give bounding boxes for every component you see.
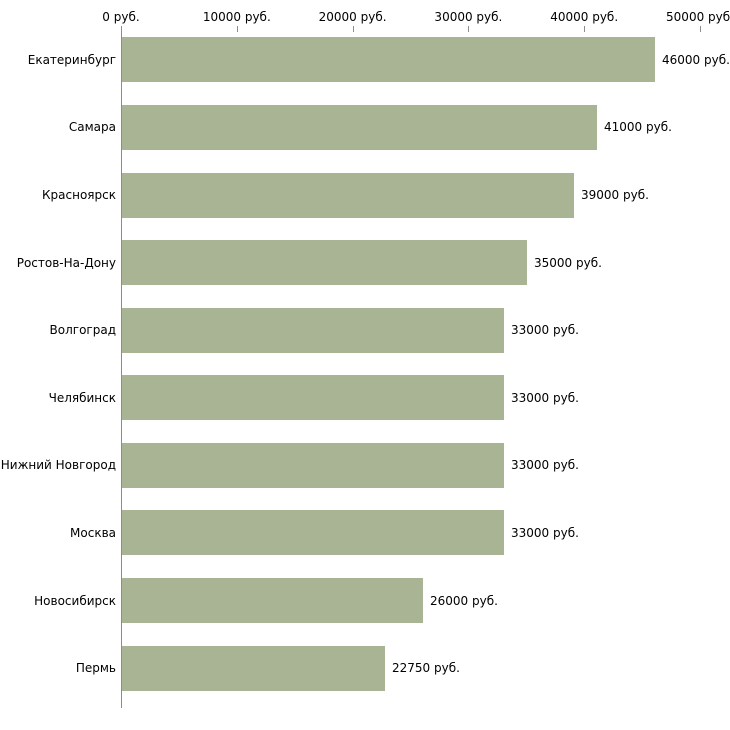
x-tick-mark	[236, 26, 238, 32]
category-label: Красноярск	[42, 188, 116, 202]
value-label: 33000 руб.	[511, 390, 579, 405]
bar-8	[122, 510, 504, 555]
category-label: Пермь	[75, 661, 116, 676]
value-label: 35000 руб.	[534, 255, 602, 270]
bar-7	[122, 443, 504, 488]
x-tick-label: 20000 руб.	[318, 10, 387, 24]
value-label: 39000 руб.	[581, 188, 649, 202]
value-label: 41000 руб.	[604, 120, 672, 135]
value-label: 22750 руб.	[392, 661, 460, 676]
bar-1	[122, 37, 655, 82]
bar-6	[122, 375, 504, 420]
category-label: Челябинск	[48, 390, 116, 405]
value-label: 33000 руб.	[511, 526, 579, 540]
value-label: 46000 руб.	[662, 52, 730, 67]
value-label: 26000 руб.	[430, 593, 498, 608]
x-tick-mark	[584, 26, 586, 32]
bar-4	[122, 240, 527, 285]
x-tick-mark	[121, 26, 122, 32]
category-label: Ростов-На-Дону	[16, 255, 116, 270]
bar-2	[122, 105, 597, 150]
x-tick-label: 0 руб.	[102, 10, 140, 24]
category-label: Нижний Новгород	[0, 458, 116, 473]
bar-3	[122, 173, 574, 218]
bar-9	[122, 578, 423, 623]
x-tick-label: 50000 руб.	[666, 10, 730, 24]
value-label: 33000 руб.	[511, 323, 579, 338]
x-tick-mark	[468, 26, 470, 32]
x-tick-label: 30000 руб.	[434, 10, 503, 24]
bar-5	[122, 308, 504, 353]
x-tick-mark	[700, 26, 701, 32]
category-label: Москва	[70, 526, 116, 540]
x-tick-label: 10000 руб.	[202, 10, 271, 24]
category-label: Волгоград	[49, 323, 116, 338]
x-tick-label: 40000 руб.	[550, 10, 619, 24]
category-label: Самара	[68, 120, 116, 135]
value-label: 33000 руб.	[511, 458, 579, 473]
category-label: Екатеринбург	[27, 52, 116, 67]
bar-10	[122, 646, 385, 691]
x-tick-mark	[352, 26, 354, 32]
y-axis-line	[121, 32, 122, 708]
category-label: Новосибирск	[34, 593, 116, 608]
